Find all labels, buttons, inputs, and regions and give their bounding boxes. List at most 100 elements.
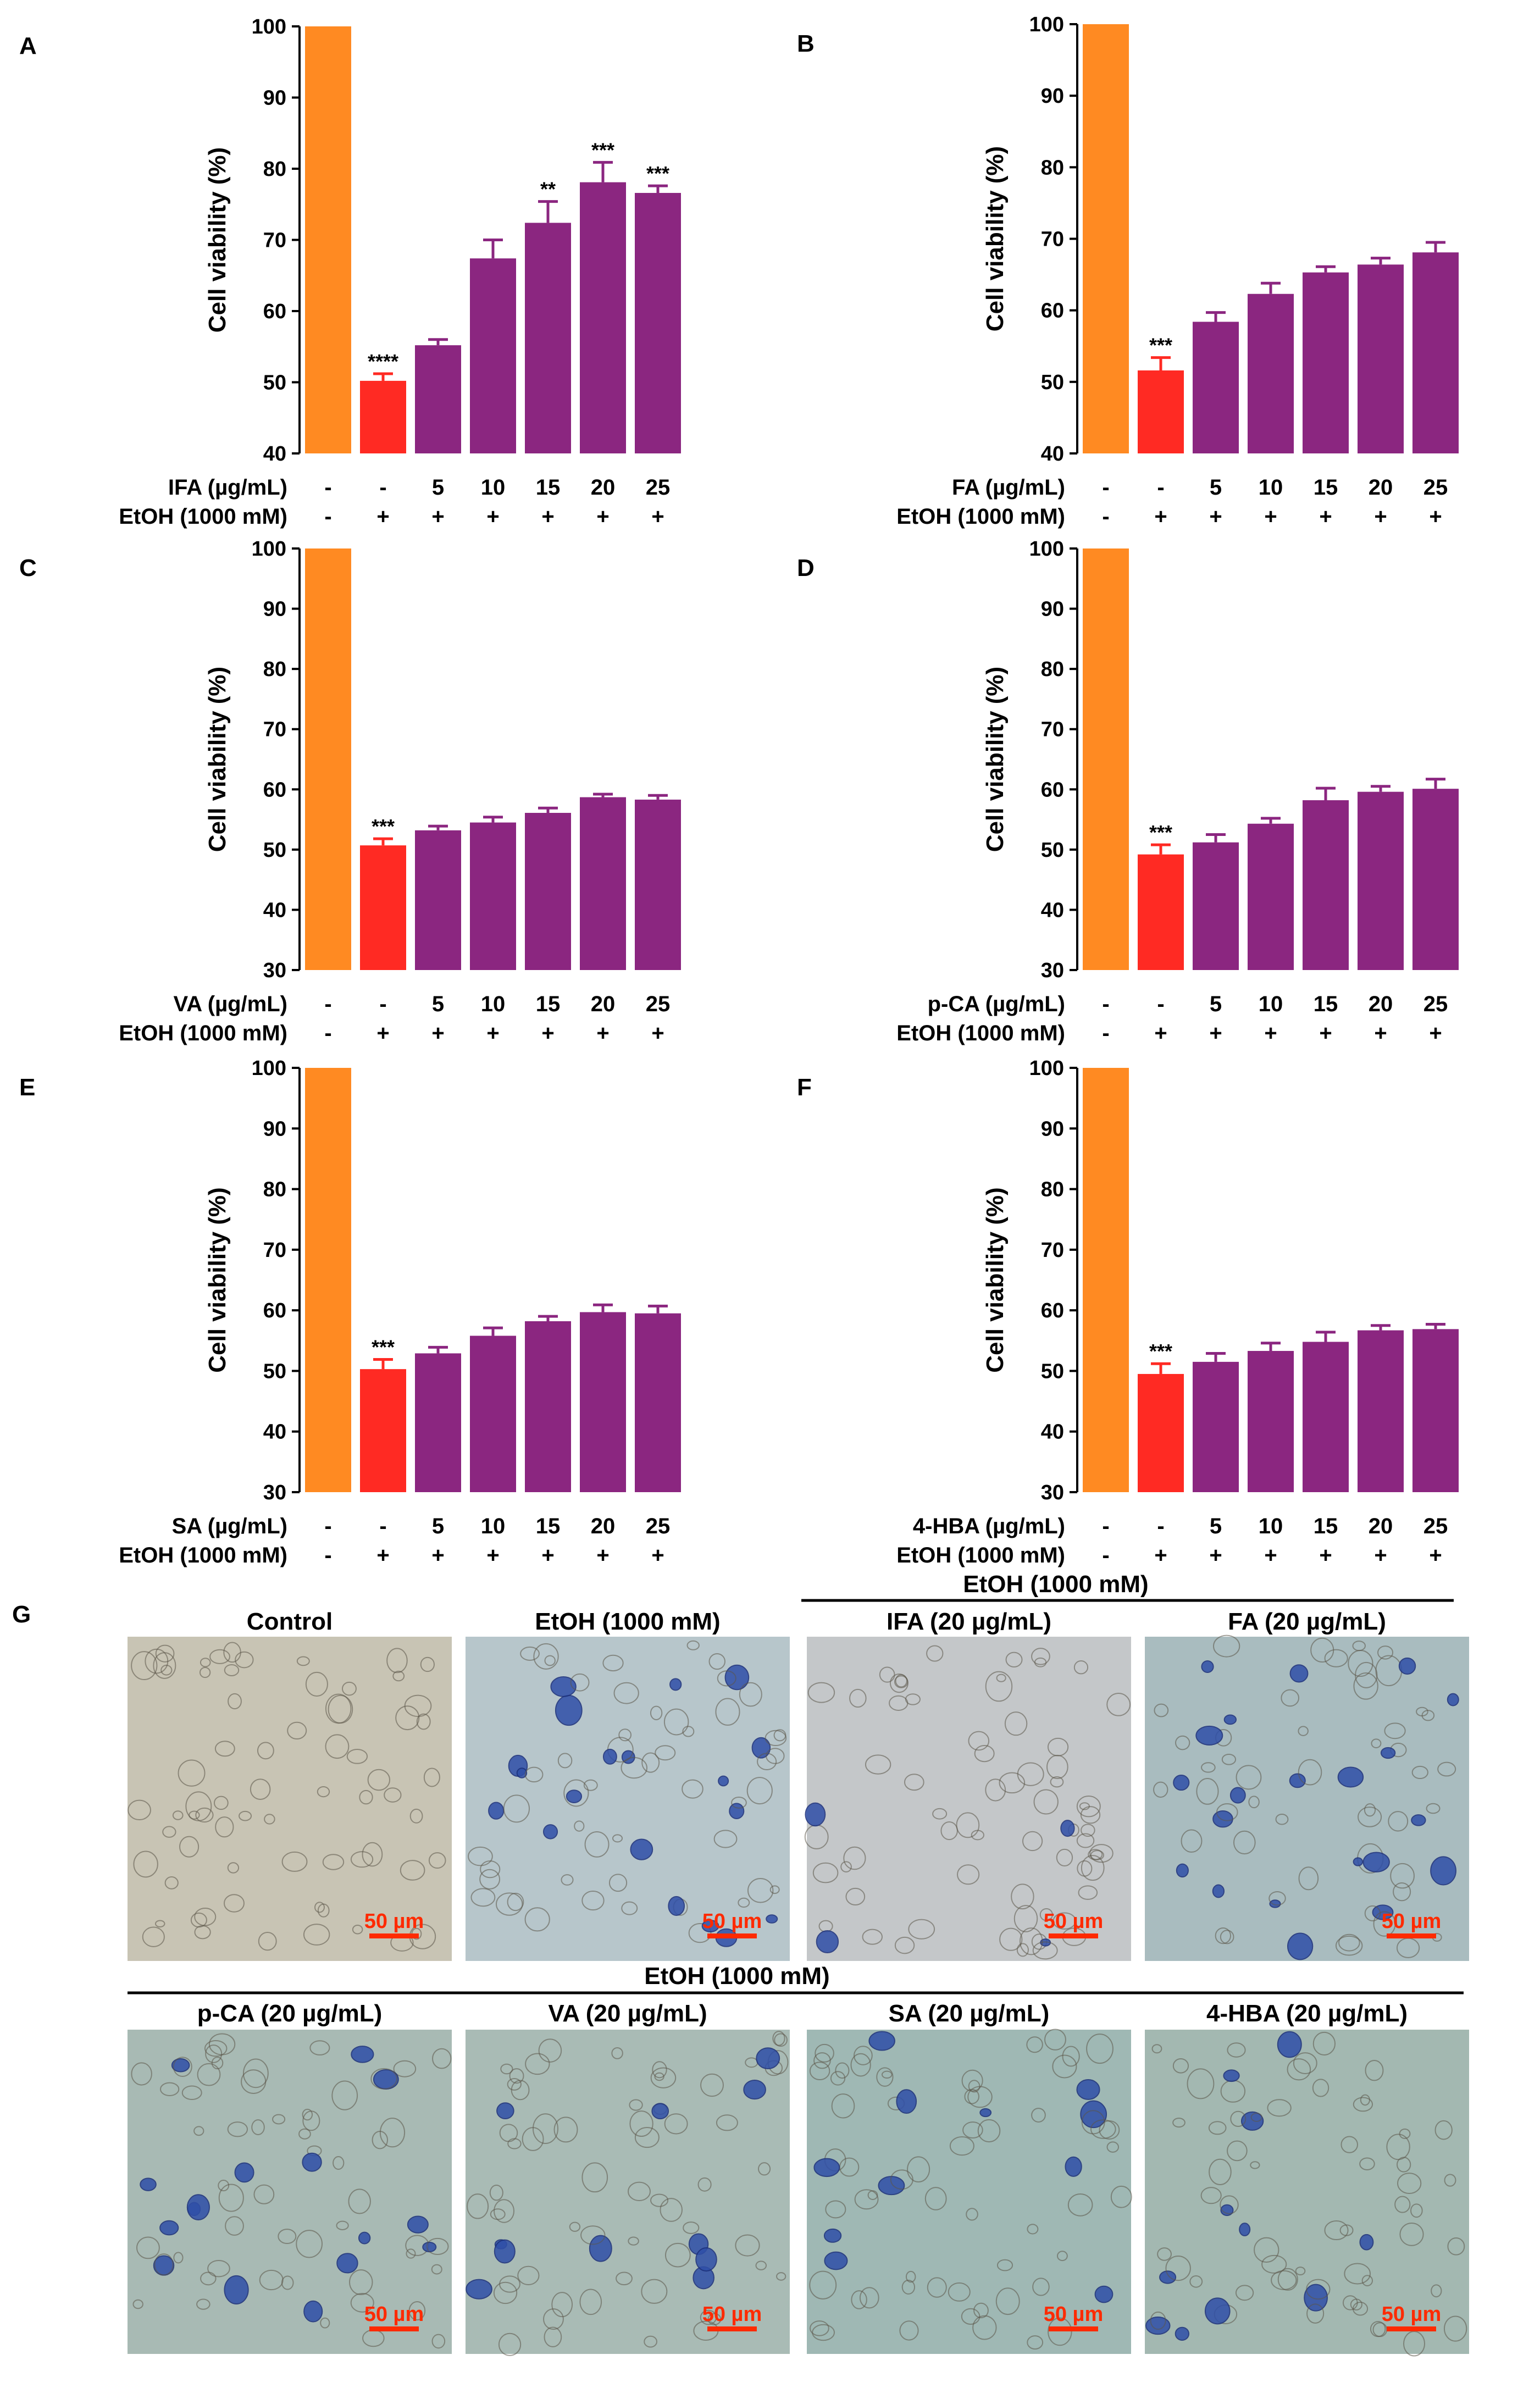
cell [1293, 2052, 1317, 2074]
ethanol-value: + [596, 1543, 609, 1567]
ethanol-value: + [1154, 505, 1167, 529]
condition-value: 5 [1210, 475, 1222, 500]
ethanol-value: + [486, 1021, 499, 1045]
chart-panel-b: B 40 50 60 70 80 90 100 Cell viability (%) - - *** -… [797, 13, 1459, 529]
cell [1344, 2263, 1371, 2285]
cell [336, 2220, 349, 2230]
cell [1052, 1912, 1077, 1930]
cell [999, 1772, 1026, 1794]
cell [1358, 1807, 1382, 1827]
cell [813, 2158, 840, 2178]
cell [1106, 1693, 1131, 1716]
cell [1377, 1645, 1394, 1660]
cell [968, 1731, 990, 1751]
scale-bar-label: 50 µm [1044, 2303, 1104, 2326]
significance-label: **** [368, 350, 398, 373]
bar-15 [525, 1321, 571, 1492]
condition-value: 5 [432, 1514, 444, 1538]
cell [302, 2152, 322, 2172]
cell [142, 1926, 165, 1947]
cell [1216, 1803, 1238, 1821]
cell [194, 1908, 217, 1926]
ethanol-value: - [1102, 1021, 1109, 1045]
ethanol-value: + [651, 505, 664, 529]
ethanol-value: - [1102, 505, 1109, 529]
y-axis-label: Cell viability (%) [982, 146, 1009, 331]
panel-label: B [797, 30, 815, 57]
condition-value: - [1102, 475, 1109, 500]
cell [1250, 2113, 1262, 2122]
cell [1353, 1672, 1378, 1700]
cell [362, 1842, 383, 1867]
cell [1359, 2234, 1374, 2251]
scale-bar-label: 50 µm [1044, 1910, 1104, 1933]
cell [1195, 1725, 1223, 1746]
y-tick-label: 50 [263, 372, 286, 395]
y-tick-label: 50 [263, 1360, 286, 1383]
cell [807, 1682, 835, 1703]
cell [1437, 1761, 1456, 1777]
cell [551, 2292, 573, 2318]
cell [533, 1643, 559, 1670]
cell [747, 1878, 774, 1903]
cell [404, 1694, 432, 1717]
bar-20 [580, 182, 626, 453]
cell [495, 1892, 523, 1916]
cell [1447, 1693, 1459, 1706]
cell [1011, 1883, 1034, 1910]
cell [153, 1652, 176, 1679]
cell [1444, 2174, 1456, 2187]
cell [974, 1745, 995, 1763]
bar-control [305, 26, 351, 453]
cell [1094, 2285, 1114, 2303]
cell [889, 1695, 909, 1711]
cell [1269, 1899, 1281, 1908]
cell [1016, 1943, 1029, 1957]
y-tick-label: 100 [1029, 1057, 1064, 1080]
cell [296, 2230, 323, 2258]
cell [751, 1737, 771, 1759]
cell [1359, 2157, 1375, 2170]
cell [561, 1874, 574, 1886]
cell [1106, 2141, 1120, 2153]
cell [1235, 2285, 1254, 2301]
cell [1312, 2079, 1330, 2097]
micrograph-title: IFA (20 µg/mL) [887, 1608, 1051, 1635]
micrograph-3: IFA (20 µg/mL) 50 µm [804, 1608, 1131, 1961]
micrograph-title: Control [247, 1608, 333, 1635]
cell [816, 1930, 839, 1953]
cell [503, 1794, 530, 1823]
cell [1397, 2173, 1422, 2195]
cell [608, 1874, 628, 1892]
ethanol-value: + [1374, 505, 1387, 529]
cell [200, 2271, 217, 2286]
cell [996, 1674, 1006, 1682]
cell [1324, 1649, 1348, 1667]
y-tick-label: 40 [263, 899, 286, 922]
cell [467, 2193, 489, 2219]
cell [1067, 2193, 1093, 2217]
panel-label: A [19, 32, 37, 59]
cell [815, 2043, 834, 2063]
cell [932, 1808, 948, 1820]
cell [1248, 1796, 1260, 1809]
cell [259, 2269, 284, 2291]
cell [1268, 1891, 1286, 1906]
cell [695, 2247, 717, 2272]
cell [616, 2271, 633, 2286]
cell [924, 2187, 947, 2210]
cell [1080, 1806, 1101, 1824]
cell [302, 2110, 320, 2131]
cell [479, 1869, 501, 1890]
cell [1364, 1905, 1381, 1921]
cell [1397, 2157, 1411, 2173]
cell [302, 2108, 313, 2121]
bar-25 [1412, 789, 1459, 970]
condition-value: 15 [536, 475, 561, 500]
cell [894, 1675, 909, 1688]
ethanol-value: - [324, 505, 331, 529]
cell [652, 2061, 667, 2079]
y-tick-label: 30 [1041, 959, 1064, 982]
